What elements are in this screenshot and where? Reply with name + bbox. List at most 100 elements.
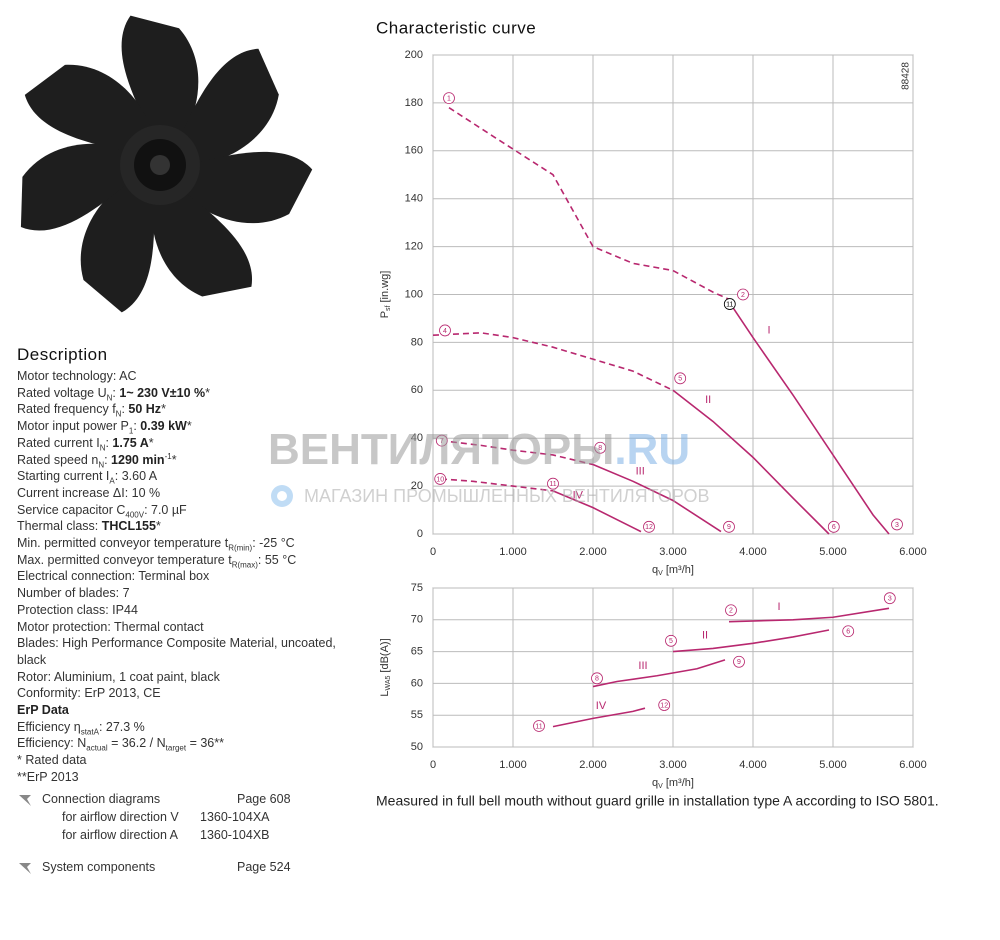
- text-segment: Rated speed n: [17, 452, 99, 467]
- link-code: 1360-104XA: [200, 810, 270, 824]
- text-segment: *: [161, 402, 166, 417]
- curve-label: IV: [573, 490, 584, 502]
- point-label: 2: [729, 608, 733, 615]
- subscript: WA5: [385, 675, 392, 690]
- x-axis-label: qV [m³/h]: [652, 564, 694, 577]
- y-tick-label: 75: [411, 582, 423, 594]
- x-tick-label: 1.000: [499, 546, 527, 558]
- x-tick-label: 1.000: [499, 759, 527, 771]
- point-marker: [723, 520, 735, 533]
- point-marker: [643, 520, 655, 533]
- curve-label: III: [638, 660, 647, 672]
- dashed-curve: [432, 332, 674, 392]
- text-segment: N: [115, 409, 122, 419]
- text-segment: : 27.3 %: [98, 719, 145, 734]
- y-axis-label: Psf [in.wg]: [379, 271, 392, 319]
- point-label: 12: [660, 702, 668, 709]
- text-segment: * Rated data: [17, 753, 87, 768]
- text-segment: THCL155: [101, 519, 156, 534]
- fan-blade: [24, 64, 153, 152]
- x-tick-label: 6.000: [899, 546, 927, 558]
- x-tick-label: 4.000: [739, 546, 767, 558]
- y-tick-label: 40: [411, 432, 423, 444]
- description-line: Protection class: IP44: [17, 602, 362, 619]
- text-segment: Rated current I: [17, 435, 100, 450]
- y-tick-label: 180: [405, 97, 423, 109]
- point-label: 8: [595, 676, 599, 683]
- text-segment: N: [99, 443, 106, 453]
- unit: [in.wg]: [379, 271, 391, 303]
- y-tick-label: 70: [411, 614, 423, 626]
- y-tick-label: 60: [411, 677, 423, 689]
- text-segment: Max. permitted conveyor temperature t: [17, 552, 232, 567]
- text-segment: 50 Hz: [128, 402, 162, 417]
- link-label[interactable]: System components: [42, 860, 156, 874]
- point-label: 5: [669, 638, 673, 645]
- text-segment: 1: [128, 426, 134, 436]
- point-marker: [733, 655, 745, 668]
- point-label: 11: [535, 723, 542, 730]
- y-tick-label: 120: [405, 241, 423, 253]
- link-label[interactable]: Connection diagrams: [42, 792, 161, 806]
- text-segment: :: [105, 435, 113, 450]
- curve: [672, 389, 830, 535]
- text-segment: = 36.2 / N: [107, 736, 166, 751]
- x-tick-label: 6.000: [899, 759, 927, 771]
- y-tick-label: 160: [405, 145, 423, 157]
- curve: [592, 659, 726, 688]
- description-line: Service capacitor C400V: 7.0 µF: [17, 502, 362, 519]
- text-segment: 1.75 A: [112, 435, 149, 450]
- point-marker: [883, 592, 896, 605]
- text-segment: = 36**: [186, 736, 224, 751]
- text-segment: Thermal class:: [17, 519, 102, 534]
- y-axis-label: LWA5 [dB(A)]: [379, 638, 392, 696]
- text-segment: Rotor: Aluminium, 1 coat paint, black: [17, 669, 220, 684]
- text-segment: *: [171, 452, 177, 467]
- point-marker: [725, 604, 737, 617]
- watermark-icon-center: [277, 491, 287, 501]
- point-marker: [434, 473, 447, 485]
- text-segment: Starting current I: [17, 469, 110, 484]
- description-line: * Rated data: [17, 752, 362, 769]
- dashed-curve: [448, 107, 730, 301]
- description-line: **ErP 2013: [17, 769, 362, 786]
- text-segment: Conformity: ErP 2013, CE: [17, 686, 161, 701]
- text-segment: :: [104, 452, 112, 467]
- brand: ВЕНТИЛЯТОРЫ: [268, 425, 614, 474]
- x-tick-label: 0: [430, 759, 436, 771]
- description-line: Number of blades: 7: [17, 585, 362, 602]
- point-label: 4: [443, 328, 447, 335]
- text-segment: : -25 °C: [252, 536, 295, 551]
- x-tick-label: 5.000: [819, 759, 847, 771]
- text-segment: *: [155, 519, 161, 534]
- text-segment: target: [165, 743, 187, 753]
- text-segment: A: [109, 476, 115, 486]
- point-marker: [547, 477, 559, 490]
- point-marker: [594, 441, 607, 454]
- x-tick-label: 3.000: [659, 759, 687, 771]
- chart-title: Characteristic curve: [376, 18, 536, 37]
- text-segment: Electrical connection: Terminal box: [17, 569, 210, 584]
- description-line: Efficiency ηstatA: 27.3 %: [17, 719, 362, 736]
- point-label: 8: [598, 445, 602, 452]
- point-marker: [674, 372, 687, 385]
- text-segment: :: [133, 419, 141, 434]
- text-segment: : 3.60 A: [114, 469, 158, 484]
- text-segment: actual: [86, 743, 108, 753]
- text-segment: :: [121, 402, 129, 417]
- fan-blade: [121, 15, 199, 139]
- text-segment: 0.39 kW: [140, 419, 187, 434]
- dashed-curve: [440, 439, 594, 466]
- text-segment: 1~ 230 V±10 %: [119, 385, 206, 400]
- fan-blade: [20, 143, 131, 231]
- point-label: 11: [549, 481, 556, 488]
- symbol: P: [379, 311, 391, 318]
- fan-blade: [80, 180, 155, 313]
- description-line: Electrical connection: Terminal box: [17, 568, 362, 585]
- curve: [728, 301, 890, 535]
- point-marker: [439, 324, 451, 337]
- point-marker: [891, 518, 903, 531]
- curve: [552, 490, 642, 533]
